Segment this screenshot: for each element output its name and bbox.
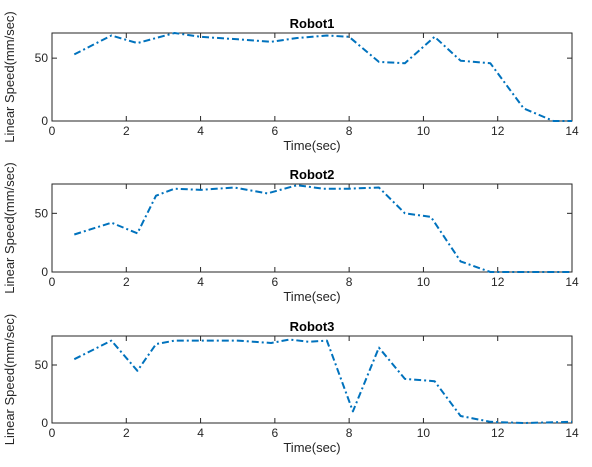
x-tick-label: 8	[346, 124, 353, 138]
x-tick-label: 12	[491, 124, 505, 138]
subplot-robot3: Robot3 0 2 4 6 8 10 12 14 0 50 Time(sec) Linear Spee…	[2, 314, 579, 455]
series-line	[73, 32, 572, 122]
x-tick-label: 12	[491, 426, 505, 440]
x-axis-label: Time(sec)	[283, 138, 340, 153]
x-tick-label: 8	[346, 426, 353, 440]
x-tick-label: 2	[123, 426, 130, 440]
x-tick-label: 2	[123, 275, 130, 289]
x-tick-label: 0	[49, 275, 56, 289]
plot-area	[51, 183, 573, 273]
plot-area	[51, 335, 573, 424]
x-tick-label: 12	[491, 275, 505, 289]
plot-area	[51, 32, 573, 122]
y-tick-label: 0	[41, 416, 48, 430]
x-tick-label: 14	[565, 275, 579, 289]
x-tick-label: 14	[565, 124, 579, 138]
x-tick-label: 6	[272, 124, 279, 138]
x-tick-label: 10	[417, 426, 431, 440]
x-tick-label: 4	[197, 426, 204, 440]
x-tick-label: 2	[123, 124, 130, 138]
subplot-robot1: Robot1 0 2 4 6 8 10 12 14 0 50 Time(sec) Linear Spee…	[2, 11, 579, 153]
y-tick-label: 50	[35, 51, 49, 65]
subplot-title: Robot2	[290, 167, 335, 182]
y-tick-label: 0	[41, 265, 48, 279]
y-axis-label: Linear Speed(mm/sec)	[2, 162, 17, 294]
series-line	[73, 184, 572, 273]
y-tick-label: 0	[41, 114, 48, 128]
y-axis-label: Linear Speed(mm/sec)	[2, 11, 17, 143]
x-tick-label: 4	[197, 275, 204, 289]
subplot-robot2: Robot2 0 2 4 6 8 10 12 14 0 50 Time(sec) Linear Spee…	[2, 162, 579, 304]
x-tick-label: 10	[417, 275, 431, 289]
x-axis-label: Time(sec)	[283, 289, 340, 304]
x-tick-label: 6	[272, 275, 279, 289]
x-tick-label: 8	[346, 275, 353, 289]
subplot-title: Robot3	[290, 319, 335, 334]
x-tick-label: 4	[197, 124, 204, 138]
x-tick-label: 14	[565, 426, 579, 440]
y-tick-label: 50	[35, 358, 49, 372]
y-tick-label: 50	[35, 206, 49, 220]
x-axis-label: Time(sec)	[283, 440, 340, 455]
series-line	[73, 338, 573, 424]
x-tick-label: 10	[417, 124, 431, 138]
x-tick-label: 0	[49, 124, 56, 138]
x-tick-label: 6	[272, 426, 279, 440]
y-axis-label: Linear Speed(mm/sec)	[2, 314, 17, 446]
subplot-title: Robot1	[290, 16, 335, 31]
x-tick-label: 0	[49, 426, 56, 440]
